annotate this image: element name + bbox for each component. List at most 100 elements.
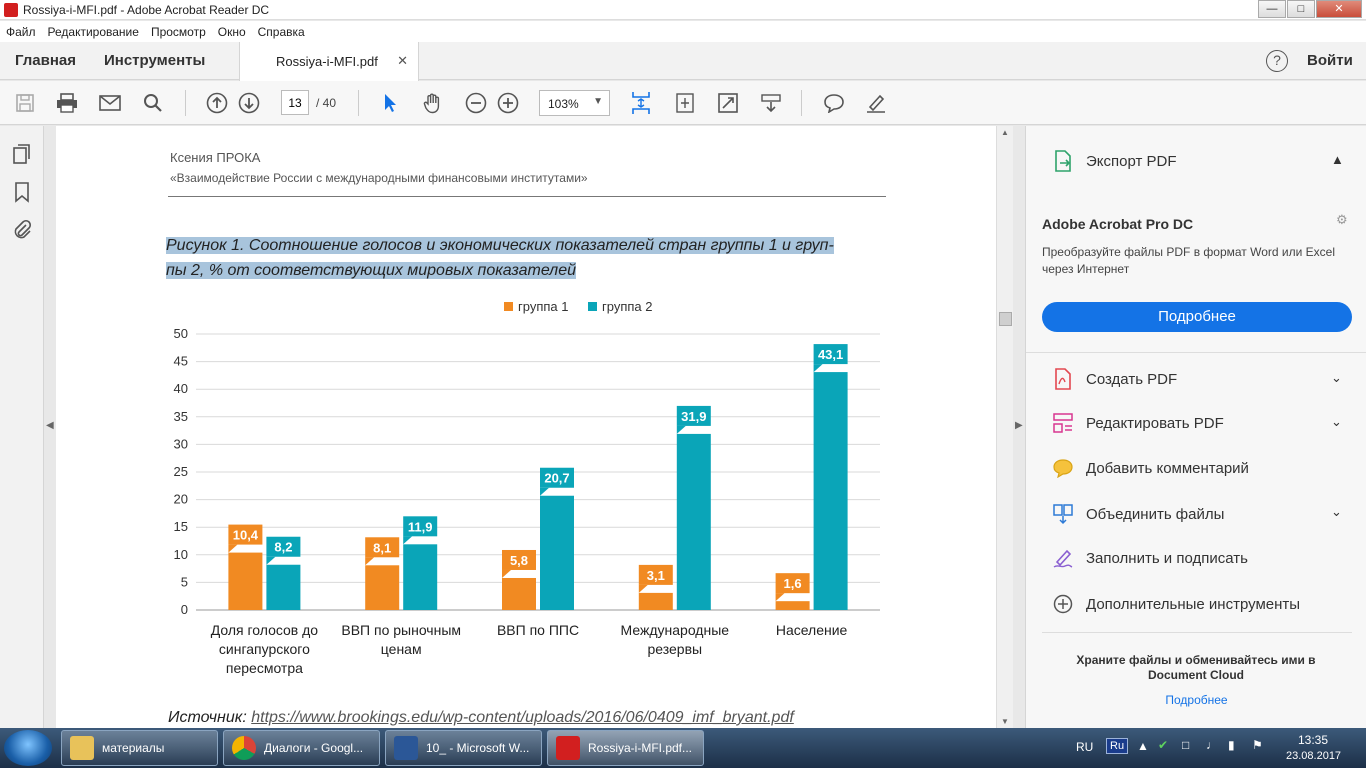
tray-up-icon[interactable]: ▲ xyxy=(1137,739,1149,753)
hand-tool-icon[interactable] xyxy=(420,90,446,116)
y-tick-label: 50 xyxy=(174,326,188,341)
zoom-in-icon[interactable] xyxy=(495,90,521,116)
flag-icon[interactable]: ⚑ xyxy=(1252,738,1263,752)
bar-1 xyxy=(638,592,673,610)
keyboard-layout-icon[interactable]: Ru xyxy=(1106,738,1129,754)
fit-page-icon[interactable] xyxy=(628,90,654,116)
collapse-left-panel-icon[interactable]: ◀ xyxy=(46,420,54,431)
email-icon[interactable] xyxy=(97,90,123,116)
search-icon[interactable] xyxy=(140,90,166,116)
network-icon[interactable]: □ xyxy=(1182,738,1190,752)
highlight-pen-icon[interactable] xyxy=(863,90,889,116)
scrollbar-thumb[interactable] xyxy=(999,312,1012,326)
language-indicator[interactable]: RU xyxy=(1076,740,1094,754)
print-icon[interactable] xyxy=(54,90,80,116)
full-screen-icon[interactable] xyxy=(715,90,741,116)
edit-pdf-icon xyxy=(1052,412,1074,434)
y-tick-label: 0 xyxy=(181,602,188,617)
more-tools[interactable]: Дополнительные инструменты xyxy=(1052,591,1300,617)
y-tick-label: 20 xyxy=(174,492,188,507)
learn-more-button[interactable]: Подробнее xyxy=(1042,302,1352,332)
tab-bar: Главная Инструменты Rossiya-i-MFI.pdf ✕ … xyxy=(0,42,1366,81)
chrome-icon xyxy=(232,736,256,760)
y-tick-label: 25 xyxy=(174,464,188,479)
collapse-right-panel-icon[interactable]: ▶ xyxy=(1015,420,1023,431)
sign-in-button[interactable]: Войти xyxy=(1307,52,1353,69)
taskbar-item-label: 10_ - Microsoft W... xyxy=(426,741,530,755)
zoom-select[interactable]: 103% ▼ xyxy=(539,90,610,116)
start-button[interactable] xyxy=(4,730,52,766)
scroll-down-icon[interactable]: ▼ xyxy=(1001,717,1009,726)
combine-files-icon xyxy=(1052,503,1074,525)
chevron-down-icon[interactable]: ⌄ xyxy=(1331,370,1342,385)
signal-icon[interactable]: ▮ xyxy=(1228,738,1235,752)
maximize-button[interactable]: □ xyxy=(1287,0,1315,18)
scroll-mode-icon[interactable] xyxy=(672,90,698,116)
data-label: 3,1 xyxy=(647,568,665,583)
taskbar-item-acrobat[interactable]: Rossiya-i-MFI.pdf... xyxy=(547,730,704,766)
menu-file[interactable]: Файл xyxy=(6,24,36,39)
document-tab-label: Rossiya-i-MFI.pdf xyxy=(276,54,378,69)
bar-1 xyxy=(775,601,810,610)
close-tab-icon[interactable]: ✕ xyxy=(397,53,408,68)
help-icon[interactable]: ? xyxy=(1266,50,1288,72)
next-page-icon[interactable] xyxy=(236,90,262,116)
users-icon[interactable]: ⚙ xyxy=(1336,212,1348,227)
bookmark-icon[interactable] xyxy=(12,181,32,203)
folder-icon xyxy=(70,736,94,760)
pages-thumbnail-icon[interactable] xyxy=(12,143,32,164)
page-number-input[interactable] xyxy=(281,90,309,115)
plus-circle-icon xyxy=(1052,593,1074,615)
tab-document[interactable]: Rossiya-i-MFI.pdf ✕ xyxy=(239,42,419,81)
x-tick-label: пересмотра xyxy=(226,660,303,676)
save-icon[interactable] xyxy=(12,90,38,116)
chevron-down-icon[interactable]: ⌄ xyxy=(1331,414,1342,429)
edit-pdf-tool[interactable]: Редактировать PDF xyxy=(1052,410,1224,436)
menu-edit[interactable]: Редактирование xyxy=(47,24,139,39)
combine-files-tool[interactable]: Объединить файлы xyxy=(1052,501,1224,527)
volume-icon[interactable]: ♩ xyxy=(1206,738,1218,752)
fill-sign-tool[interactable]: Заполнить и подписать xyxy=(1052,545,1248,571)
document-cloud-link[interactable]: Подробнее xyxy=(1165,693,1228,707)
create-pdf-tool[interactable]: Создать PDF xyxy=(1052,366,1177,392)
add-comment-tool[interactable]: Добавить комментарий xyxy=(1052,455,1249,481)
vertical-scrollbar[interactable]: ▲ ▼ xyxy=(996,126,1013,728)
toolbar: / 40 103% ▼ xyxy=(0,81,1366,125)
x-tick-label: ВВП по рыночным xyxy=(341,622,461,638)
taskbar-item-folder[interactable]: материалы xyxy=(61,730,218,766)
promo-text: Преобразуйте файлы PDF в формат Word или… xyxy=(1042,245,1336,276)
minimize-button[interactable]: — xyxy=(1258,0,1286,18)
comment-icon[interactable] xyxy=(821,90,847,116)
read-mode-icon[interactable] xyxy=(758,90,784,116)
attachment-icon[interactable] xyxy=(12,218,32,239)
tab-tools[interactable]: Инструменты xyxy=(104,52,206,69)
data-label-box xyxy=(266,536,301,557)
tab-home[interactable]: Главная xyxy=(15,52,77,69)
document-viewport[interactable]: Ксения ПРОКА «Взаимодействие России с ме… xyxy=(56,126,996,728)
clock-date[interactable]: 23.08.2017 xyxy=(1286,750,1342,762)
data-label: 1,6 xyxy=(784,576,802,591)
menu-help[interactable]: Справка xyxy=(257,24,305,39)
chevron-down-icon[interactable]: ⌄ xyxy=(1331,504,1342,519)
zoom-out-icon[interactable] xyxy=(463,90,489,116)
scroll-up-icon[interactable]: ▲ xyxy=(1001,128,1009,137)
security-check-icon[interactable]: ✔ xyxy=(1158,738,1169,752)
source-link[interactable]: https://www.brookings.edu/wp-content/upl… xyxy=(251,709,794,726)
left-navigation-rail xyxy=(0,126,44,728)
chevron-up-icon[interactable]: ▲ xyxy=(1331,152,1344,167)
x-tick-label: Население xyxy=(776,622,848,638)
clock-time[interactable]: 13:35 xyxy=(1298,733,1329,747)
edit-pdf-label: Редактировать PDF xyxy=(1086,414,1224,432)
close-window-button[interactable]: ✕ xyxy=(1316,0,1362,18)
y-tick-label: 15 xyxy=(174,519,188,534)
data-label-pointer xyxy=(676,425,686,434)
previous-page-icon[interactable] xyxy=(204,90,230,116)
menu-window[interactable]: Окно xyxy=(217,24,246,39)
select-cursor-icon[interactable] xyxy=(377,90,403,116)
data-label-box xyxy=(365,537,400,558)
taskbar-item-word[interactable]: 10_ - Microsoft W... xyxy=(385,730,542,766)
menu-view[interactable]: Просмотр xyxy=(150,24,206,39)
data-label-pointer xyxy=(638,584,648,593)
taskbar-item-chrome[interactable]: Диалоги - Googl... xyxy=(223,730,380,766)
export-pdf-tool[interactable]: Экспорт PDF xyxy=(1052,148,1177,174)
